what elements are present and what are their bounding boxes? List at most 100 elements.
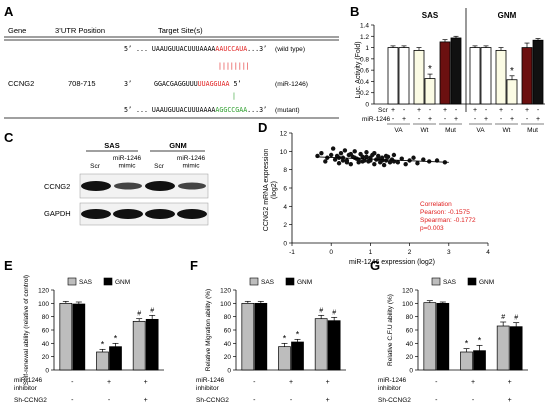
pairing-marks: |||||||| <box>218 62 250 70</box>
d-scatter-point <box>342 148 348 153</box>
d-scatter-point <box>372 150 377 156</box>
ytick-label: 100 <box>402 301 413 308</box>
d-scatter-point <box>421 157 426 162</box>
bar-gnm <box>327 320 341 371</box>
b-scr-mark: + <box>391 107 395 114</box>
b-ytick-label: 0.8 <box>360 56 369 63</box>
d-scatter-point <box>330 146 336 151</box>
sh-ccng2-mark: + <box>508 397 512 404</box>
b-bar <box>424 78 436 105</box>
mir-seq: GGACGAGGUUUUUAGGUAA 5’ <box>154 80 241 88</box>
panel-d-ylabel: CCNG2 mRNA expression(log2) <box>263 149 278 232</box>
bar-gnm <box>72 303 86 371</box>
panel-c: C SAS GNM Scr miR-1246 mimic Scr miR-1246… <box>4 130 209 226</box>
d-scatter-point <box>344 160 350 165</box>
b-mir-mark: - <box>444 116 447 123</box>
b-significance-star: * <box>510 66 514 77</box>
d-scatter-point <box>379 158 385 163</box>
ytick-label: 60 <box>42 328 50 335</box>
ytick-label: 120 <box>220 288 231 295</box>
b-scr-mark: + <box>499 107 503 114</box>
b-subgroup-label: Wt <box>421 127 429 134</box>
d-scatter-point <box>319 150 324 156</box>
bar-sas <box>59 302 73 371</box>
bar-gnm <box>254 302 268 371</box>
band-ccng2-4 <box>178 182 206 190</box>
significance-star: * <box>478 335 482 345</box>
bar-sas <box>241 302 255 371</box>
panel-g: G Relative C.F.U ability (%) 0 20 40 60 80 100… <box>370 258 528 404</box>
b-scr-mark: + <box>443 107 447 114</box>
b-ytick-label: 1 <box>365 45 369 52</box>
d-scatter-point <box>340 158 346 163</box>
b-significance-star: * <box>428 64 432 75</box>
utr-position: 708-715 <box>68 79 96 88</box>
b-mir-mark: - <box>526 116 529 123</box>
d-scatter-point <box>360 154 365 160</box>
row-label-mir: miR-1246 <box>14 377 43 384</box>
ylabel: Relative C.F.U ability (%) <box>387 294 394 366</box>
ytick-label: 80 <box>42 314 50 321</box>
legend-label-gnm: GNM <box>479 279 494 286</box>
b-ytick-label: 0.6 <box>360 68 369 75</box>
d-ytick-label: 0 <box>283 241 287 248</box>
d-xtick-label: -1 <box>289 249 295 256</box>
b-subgroup-label: VA <box>394 127 403 134</box>
mir-inhibitor-mark: + <box>471 379 475 386</box>
panel-letter-f: F <box>190 258 198 273</box>
wt-prefix: 5’ <box>124 45 132 53</box>
d-xtick-label: 1 <box>369 249 373 256</box>
b-bar <box>413 49 425 105</box>
b-mir-mark: + <box>402 116 406 123</box>
group-label-sas: SAS <box>422 11 439 20</box>
ytick-label: 40 <box>42 341 50 348</box>
b-bar <box>439 41 451 105</box>
b-mir-mark: - <box>474 116 477 123</box>
panel-letter-b: B <box>350 4 359 19</box>
ytick-label: 0 <box>409 368 413 375</box>
mut-label: (mutant) <box>275 107 300 114</box>
b-bar <box>506 79 518 105</box>
ytick-label: 40 <box>224 341 232 348</box>
legend-swatch-gnm <box>467 277 477 286</box>
legend-swatch-sas <box>249 277 259 286</box>
d-xtick-label: 2 <box>408 249 412 256</box>
d-ytick-label: 6 <box>283 186 287 193</box>
b-mir-mark: + <box>510 116 514 123</box>
b-scr-mark: - <box>455 107 458 114</box>
mutation-mark: | <box>232 92 236 100</box>
mir-inhibitor-mark: + <box>144 379 148 386</box>
band-gapdh-1 <box>81 209 111 219</box>
b-mir-mark: - <box>418 116 421 123</box>
panel-letter-e: E <box>4 258 13 273</box>
row-label-sh-ccng2: Sh-CCNG2 <box>196 397 229 404</box>
b-ytick-label: 0 <box>365 102 369 109</box>
band-ccng2-3 <box>145 181 175 191</box>
legend-label-sas: SAS <box>261 279 275 286</box>
mir-inhibitor-mark: + <box>107 379 111 386</box>
ytick-label: 60 <box>406 328 414 335</box>
row-label-sh-ccng2: Sh-CCNG2 <box>14 397 47 404</box>
sh-ccng2-mark: - <box>435 397 438 404</box>
d-scatter-point <box>391 152 397 158</box>
lane-mimic-2: miR-1246 mimic <box>177 155 206 170</box>
sh-ccng2-mark: - <box>290 397 293 404</box>
header-utr-position: 3’UTR Position <box>55 26 105 35</box>
b-scr-mark: - <box>511 107 514 114</box>
bar-sas <box>132 320 146 371</box>
d-scatter-point <box>329 152 334 158</box>
d-scatter-point <box>376 156 381 161</box>
panel-d-xlabel: miR-1246 expression (log2) <box>349 259 435 266</box>
mir-inhibitor-mark: + <box>508 379 512 386</box>
band-gapdh-4 <box>177 209 207 219</box>
b-scr-mark: - <box>537 107 540 114</box>
b-mir-mark: - <box>500 116 503 123</box>
mir-inhibitor-mark: + <box>326 379 330 386</box>
b-scr-mark: + <box>525 107 529 114</box>
d-xtick-label: 4 <box>486 249 490 256</box>
panel-letter-c: C <box>4 130 14 145</box>
b-bar <box>469 47 481 105</box>
b-scr-mark: - <box>429 107 432 114</box>
d-scatter-point <box>352 149 357 154</box>
bar-sas <box>96 351 109 371</box>
